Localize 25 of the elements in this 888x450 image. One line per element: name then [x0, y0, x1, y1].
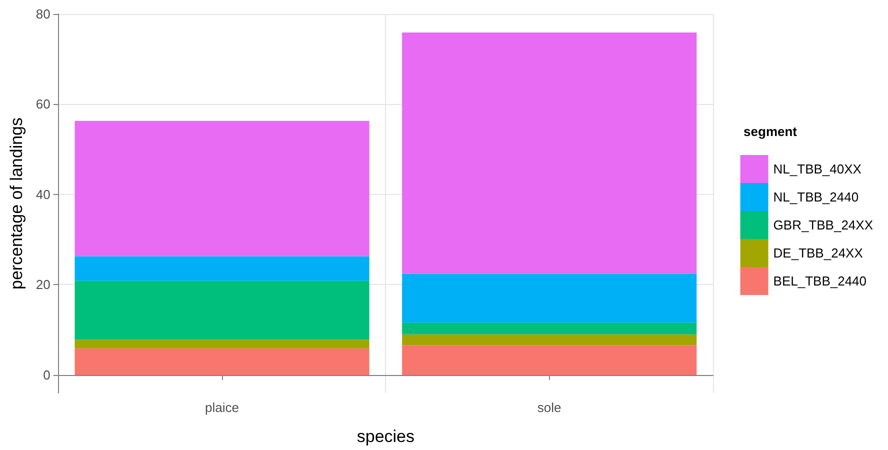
bar — [402, 322, 697, 334]
x-tick-label: sole — [537, 400, 562, 415]
y-tick-label: 40 — [36, 186, 50, 202]
legend-label: GBR_TBB_24XX — [773, 218, 874, 232]
bar — [402, 32, 697, 274]
legend-label: NL_TBB_40XX — [773, 162, 862, 176]
bar — [74, 348, 370, 375]
bar — [74, 120, 370, 256]
bar — [402, 274, 697, 323]
y-tick-label: 0 — [43, 367, 50, 382]
x-axis-title: species — [356, 427, 414, 446]
bar — [402, 334, 697, 346]
y-tick-label: 80 — [36, 6, 50, 22]
legend-label: NL_TBB_2440 — [773, 190, 859, 204]
legend-label: BEL_TBB_2440 — [773, 274, 867, 288]
x-tick-label: plaice — [205, 400, 240, 415]
bar — [402, 345, 697, 375]
bar — [74, 256, 370, 281]
y-tick-label: 20 — [36, 277, 50, 292]
legend-label: DE_TBB_24XX — [773, 246, 864, 260]
bar — [74, 340, 370, 348]
legend-title: segment — [744, 124, 798, 139]
bar — [74, 280, 370, 340]
y-axis-title: percentage of landings — [7, 117, 26, 290]
y-tick-label: 60 — [36, 96, 50, 112]
